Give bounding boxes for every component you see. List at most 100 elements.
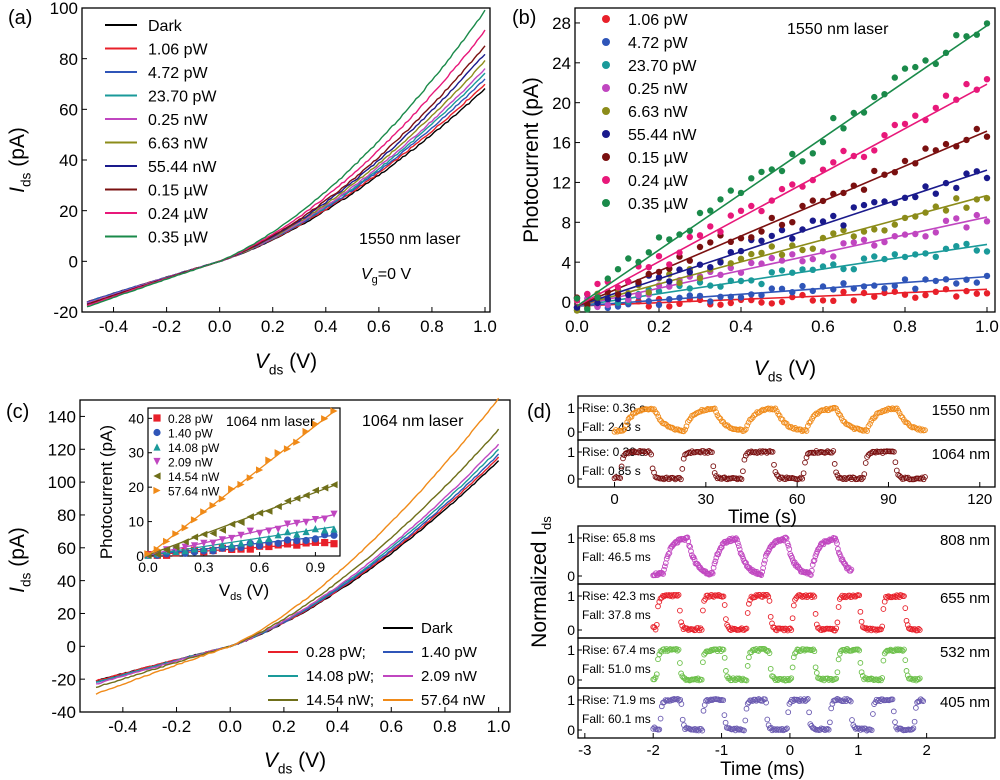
data-point xyxy=(651,406,657,412)
data-point xyxy=(737,475,743,482)
data-point xyxy=(696,677,703,684)
data-point xyxy=(625,255,632,262)
data-point xyxy=(861,427,868,434)
data-point xyxy=(302,527,310,536)
data-point xyxy=(872,449,879,456)
fall-time-label: Fall: 0.85 s xyxy=(582,464,641,478)
data-point xyxy=(293,438,301,446)
data-point xyxy=(283,528,292,536)
data-point xyxy=(758,228,765,235)
data-point xyxy=(181,543,189,551)
data-point xyxy=(840,125,847,132)
data-point xyxy=(778,167,786,175)
data-point xyxy=(311,525,319,533)
data-point xyxy=(901,276,909,283)
data-point xyxy=(717,415,724,422)
data-point xyxy=(758,249,765,257)
data-point xyxy=(973,86,980,93)
data-point xyxy=(811,593,818,600)
data-point xyxy=(302,427,310,436)
data-point xyxy=(762,696,768,703)
y-tick-label: 100 xyxy=(50,0,78,18)
wavelength-label: 808 nm xyxy=(940,532,990,549)
y-axis-label: Photocurrent (pA) xyxy=(520,77,543,243)
data-point xyxy=(834,619,841,626)
data-point xyxy=(744,422,751,429)
data-point xyxy=(903,419,910,426)
data-point xyxy=(293,541,301,549)
legend-label: 14.08 pW; xyxy=(306,668,374,685)
data-point xyxy=(717,301,724,308)
data-point xyxy=(768,254,775,262)
data-point xyxy=(679,716,686,723)
data-point xyxy=(891,282,898,290)
data-point xyxy=(153,414,161,422)
data-point xyxy=(666,236,673,243)
data-point xyxy=(686,233,693,241)
panel-label: (a) xyxy=(8,7,32,29)
data-point xyxy=(748,202,755,210)
x-tick-label: 120 xyxy=(967,491,992,508)
wavelength-label: 655 nm xyxy=(940,590,990,607)
data-point xyxy=(274,539,282,547)
data-point xyxy=(766,406,773,413)
data-point xyxy=(860,289,868,297)
data-point xyxy=(283,497,292,505)
data-point xyxy=(256,466,264,474)
legend-label: 14.54 nW; xyxy=(306,692,374,709)
data-point xyxy=(653,671,660,678)
data-point xyxy=(892,719,898,725)
data-point xyxy=(678,476,684,483)
y-tick-label: 20 xyxy=(57,605,76,624)
data-point xyxy=(321,526,329,534)
data-point xyxy=(862,460,869,466)
data-point xyxy=(932,288,939,295)
data-point xyxy=(813,670,820,676)
data-point xyxy=(727,299,734,307)
data-point xyxy=(847,422,854,429)
annotation-laser: 1064 nm laser xyxy=(362,413,464,430)
data-point xyxy=(805,423,811,429)
data-point xyxy=(819,248,827,255)
data-point xyxy=(153,472,161,480)
x-tick-label: 90 xyxy=(880,491,897,508)
data-point xyxy=(932,253,939,260)
data-point xyxy=(912,193,919,201)
data-point xyxy=(635,292,642,299)
data-point xyxy=(321,539,329,547)
fit-line xyxy=(576,288,988,307)
data-point xyxy=(200,508,208,516)
data-point xyxy=(768,285,775,292)
data-point xyxy=(942,140,950,148)
data-point xyxy=(973,279,980,286)
data-point xyxy=(746,654,752,661)
y-tick-label: 8 xyxy=(562,213,571,232)
data-point xyxy=(809,266,816,273)
data-point xyxy=(871,147,878,154)
data-point xyxy=(802,459,808,466)
data-point xyxy=(878,409,885,416)
legend-label: Dark xyxy=(421,620,453,637)
data-point xyxy=(330,531,338,539)
inset-y-tick-label: 10 xyxy=(128,514,144,530)
data-point xyxy=(848,566,855,573)
data-point xyxy=(711,405,718,412)
data-point xyxy=(912,251,919,258)
data-point xyxy=(218,541,226,549)
data-point xyxy=(891,169,898,176)
data-point xyxy=(676,294,683,301)
data-point xyxy=(625,278,632,286)
data-point xyxy=(652,674,659,681)
data-point xyxy=(720,540,727,547)
data-point xyxy=(658,703,665,710)
data-point xyxy=(860,236,868,243)
y-tick-label: 1 xyxy=(567,400,575,416)
y-tick-label: 40 xyxy=(57,572,76,591)
data-point xyxy=(237,518,245,526)
data-point xyxy=(840,288,847,296)
data-point xyxy=(983,272,991,280)
data-point xyxy=(840,222,847,229)
data-point xyxy=(830,253,837,260)
data-point xyxy=(717,259,724,266)
data-point xyxy=(725,537,731,544)
